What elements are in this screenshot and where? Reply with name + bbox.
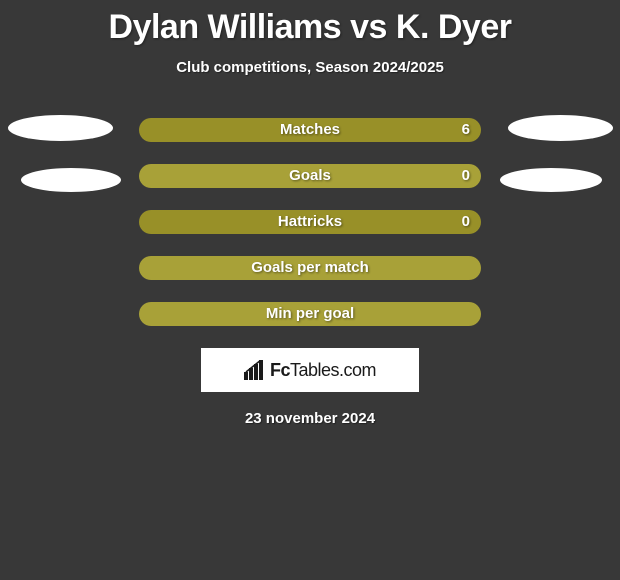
stat-row: Matches6 xyxy=(0,118,620,142)
logo-text: FcTables.com xyxy=(270,360,376,381)
stat-row: Min per goal xyxy=(0,302,620,326)
stat-value-player2: 0 xyxy=(462,164,470,188)
comparison-chart: Matches6 Goals0 Hattricks0 Goals per match M… xyxy=(0,118,620,326)
player1-name: Dylan Williams xyxy=(109,8,342,46)
date-text: 23 november 2024 xyxy=(0,410,620,427)
page-title: Dylan Williams vs K. Dyer xyxy=(0,0,620,47)
bar-track xyxy=(139,302,481,326)
bar-track xyxy=(139,256,481,280)
bar-track xyxy=(139,164,481,188)
stat-row: Goals per match xyxy=(0,256,620,280)
stat-value-player2: 6 xyxy=(462,118,470,142)
vs-text: vs xyxy=(350,8,387,46)
stat-value-player2: 0 xyxy=(462,210,470,234)
stat-row: Goals0 xyxy=(0,164,620,188)
bars-icon xyxy=(244,360,266,380)
fctables-logo: FcTables.com xyxy=(244,360,376,381)
subtitle: Club competitions, Season 2024/2025 xyxy=(0,59,620,76)
logo-box: FcTables.com xyxy=(201,348,419,392)
bar-track xyxy=(139,210,481,234)
player2-name: K. Dyer xyxy=(396,8,512,46)
stat-row: Hattricks0 xyxy=(0,210,620,234)
bar-track xyxy=(139,118,481,142)
